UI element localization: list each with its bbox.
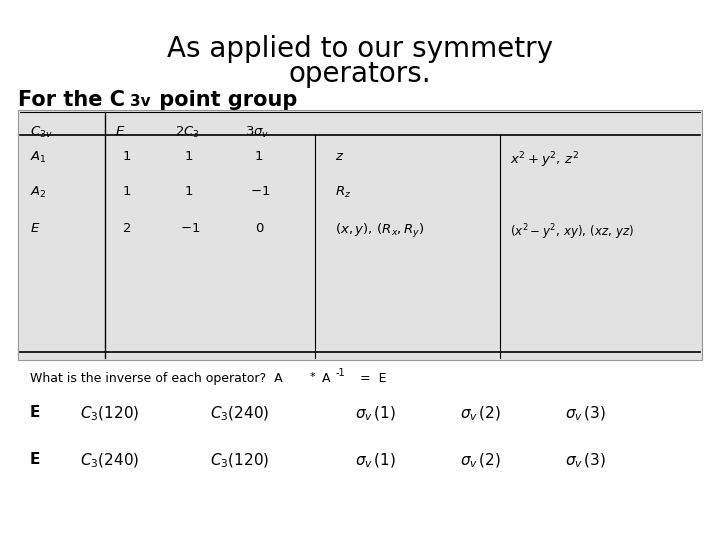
Text: $\sigma_v\,(1)$: $\sigma_v\,(1)$ (355, 452, 396, 470)
Text: $E$: $E$ (115, 125, 125, 138)
Text: $2C_3$: $2C_3$ (175, 125, 200, 140)
Text: 1: 1 (123, 185, 132, 198)
Text: $C_3(120)$: $C_3(120)$ (80, 405, 140, 423)
Text: 1: 1 (185, 150, 194, 163)
Text: $R_z$: $R_z$ (335, 185, 351, 200)
Text: $z$: $z$ (335, 150, 344, 163)
Text: $\sigma_v\,(2)$: $\sigma_v\,(2)$ (460, 452, 501, 470)
Text: 0: 0 (255, 222, 264, 235)
Text: As applied to our symmetry: As applied to our symmetry (167, 35, 553, 63)
FancyBboxPatch shape (18, 110, 702, 360)
Text: $C_{3v}$: $C_{3v}$ (30, 125, 53, 140)
Text: 1: 1 (255, 150, 264, 163)
Text: 3v: 3v (130, 94, 150, 109)
Text: $(x, y),\,(R_x, R_y)$: $(x, y),\,(R_x, R_y)$ (335, 222, 425, 240)
Text: What is the inverse of each operator?  A: What is the inverse of each operator? A (30, 372, 287, 385)
Text: $E$: $E$ (30, 222, 40, 235)
Text: E: E (30, 452, 40, 467)
Text: $C_3(240)$: $C_3(240)$ (80, 452, 140, 470)
Text: $(x^2-y^2,\,xy),\,(xz,\,yz)$: $(x^2-y^2,\,xy),\,(xz,\,yz)$ (510, 222, 634, 241)
Text: $\sigma_v\,(3)$: $\sigma_v\,(3)$ (565, 405, 606, 423)
Text: $\sigma_v\,(1)$: $\sigma_v\,(1)$ (355, 405, 396, 423)
Text: =  E: = E (352, 372, 387, 385)
Text: -1: -1 (336, 368, 346, 378)
Text: $C_3(120)$: $C_3(120)$ (210, 452, 269, 470)
Text: $A_2$: $A_2$ (30, 185, 47, 200)
Text: point group: point group (152, 90, 297, 110)
Text: E: E (30, 405, 40, 420)
Text: $-1$: $-1$ (180, 222, 200, 235)
Text: $\sigma_v\,(3)$: $\sigma_v\,(3)$ (565, 452, 606, 470)
Text: $C_3(240)$: $C_3(240)$ (210, 405, 269, 423)
Text: 2: 2 (123, 222, 132, 235)
Text: 1: 1 (185, 185, 194, 198)
Text: For the C: For the C (18, 90, 125, 110)
Text: $\sigma_v\,(2)$: $\sigma_v\,(2)$ (460, 405, 501, 423)
Text: $A_1$: $A_1$ (30, 150, 47, 165)
Text: $x^2+y^2,\, z^2$: $x^2+y^2,\, z^2$ (510, 150, 580, 170)
Text: *: * (310, 372, 315, 382)
Text: A: A (318, 372, 330, 385)
Text: $-1$: $-1$ (250, 185, 270, 198)
Text: $3\sigma_v$: $3\sigma_v$ (245, 125, 269, 140)
Text: operators.: operators. (289, 60, 431, 88)
Text: 1: 1 (123, 150, 132, 163)
